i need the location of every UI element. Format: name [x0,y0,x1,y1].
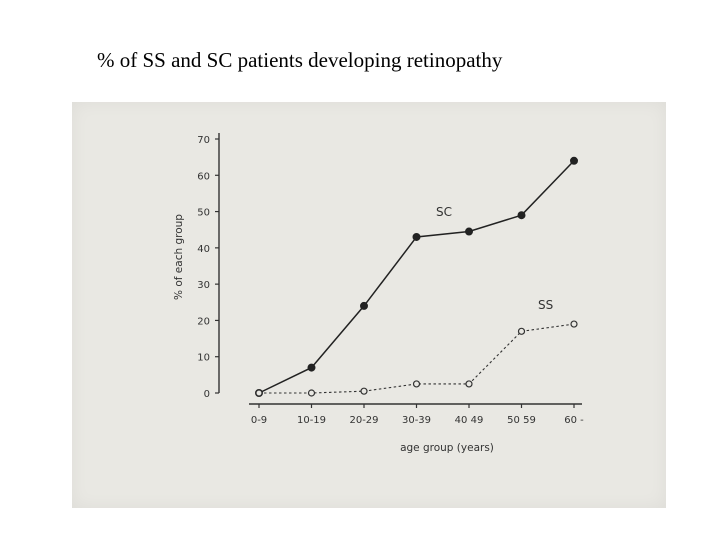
y-tick-label: 10 [197,353,210,364]
y-tick-label: 60 [197,171,210,182]
data-point-ss [360,387,368,395]
series-line-sc [258,160,575,394]
data-point-ss [465,380,473,388]
data-point-sc [360,301,369,310]
y-tick-label: 50 [197,208,210,219]
series-label-sc: SC [436,205,452,219]
data-point-ss [255,389,263,397]
data-point-sc [465,227,474,236]
y-tick-label: 70 [197,135,210,146]
x-tick-label: 40 49 [455,415,484,426]
series-label-ss: SS [538,298,553,312]
data-point-sc [307,363,316,372]
x-axis: 0-9 10-19 20-29 30-39 40 49 50 59 60 - [249,403,584,426]
x-tick-label: 50 59 [507,415,536,426]
data-point-sc [570,156,579,165]
x-tick-label: 30-39 [402,415,431,426]
data-point-sc [412,232,421,241]
data-point-sc [517,211,526,220]
x-tick-label: 60 - [564,415,584,426]
x-tick-label: 0-9 [251,415,267,426]
y-axis: 0 10 20 30 40 50 60 70 [197,133,220,400]
x-tick-label: 20-29 [349,415,378,426]
series-layer [255,156,579,398]
data-point-ss [307,389,316,397]
slide-title: % of SS and SC patients developing retin… [97,48,503,72]
x-tick-label: 10-19 [297,415,326,426]
x-axis-label: age group (years) [400,442,494,454]
y-tick-label: 20 [197,316,210,327]
y-axis-label: % of each group [173,214,185,300]
chart-photo: 0 10 20 30 40 50 60 70 0-9 10-19 20-29 30-39 40 49 5… [72,102,666,508]
data-point-ss [517,327,526,335]
data-point-ss [570,320,578,328]
line-chart: 0 10 20 30 40 50 60 70 0-9 10-19 20-29 30-39 40 49 5… [173,133,584,454]
y-tick-label: 30 [197,280,210,291]
y-tick-label: 0 [204,389,210,400]
y-tick-label: 40 [197,244,210,255]
data-point-ss [412,380,421,388]
